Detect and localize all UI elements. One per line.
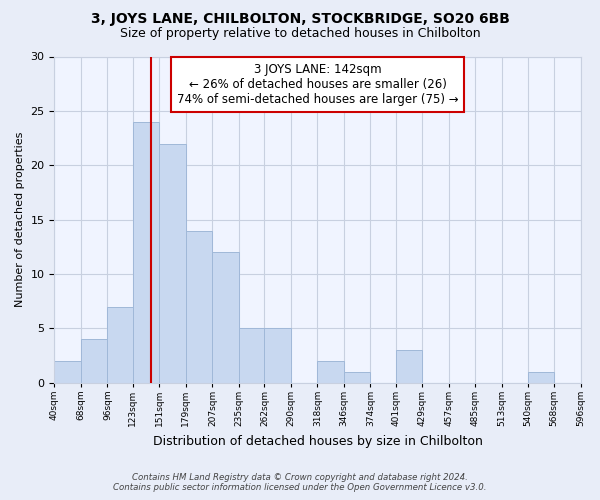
Bar [212, 252, 239, 383]
Y-axis label: Number of detached properties: Number of detached properties [15, 132, 25, 308]
Bar [107, 306, 133, 383]
Bar [527, 372, 554, 383]
Bar [186, 230, 212, 383]
X-axis label: Distribution of detached houses by size in Chilbolton: Distribution of detached houses by size … [152, 434, 482, 448]
Bar [265, 328, 291, 383]
Bar [317, 361, 344, 383]
Text: Contains HM Land Registry data © Crown copyright and database right 2024.
Contai: Contains HM Land Registry data © Crown c… [113, 473, 487, 492]
Bar [396, 350, 422, 383]
Bar [344, 372, 370, 383]
Bar [581, 372, 600, 383]
Bar [160, 144, 186, 383]
Text: 3, JOYS LANE, CHILBOLTON, STOCKBRIDGE, SO20 6BB: 3, JOYS LANE, CHILBOLTON, STOCKBRIDGE, S… [91, 12, 509, 26]
Text: Size of property relative to detached houses in Chilbolton: Size of property relative to detached ho… [119, 28, 481, 40]
Text: 3 JOYS LANE: 142sqm
← 26% of detached houses are smaller (26)
74% of semi-detach: 3 JOYS LANE: 142sqm ← 26% of detached ho… [176, 63, 458, 106]
Bar [81, 340, 107, 383]
Bar [239, 328, 265, 383]
Bar [133, 122, 160, 383]
Bar [55, 361, 81, 383]
